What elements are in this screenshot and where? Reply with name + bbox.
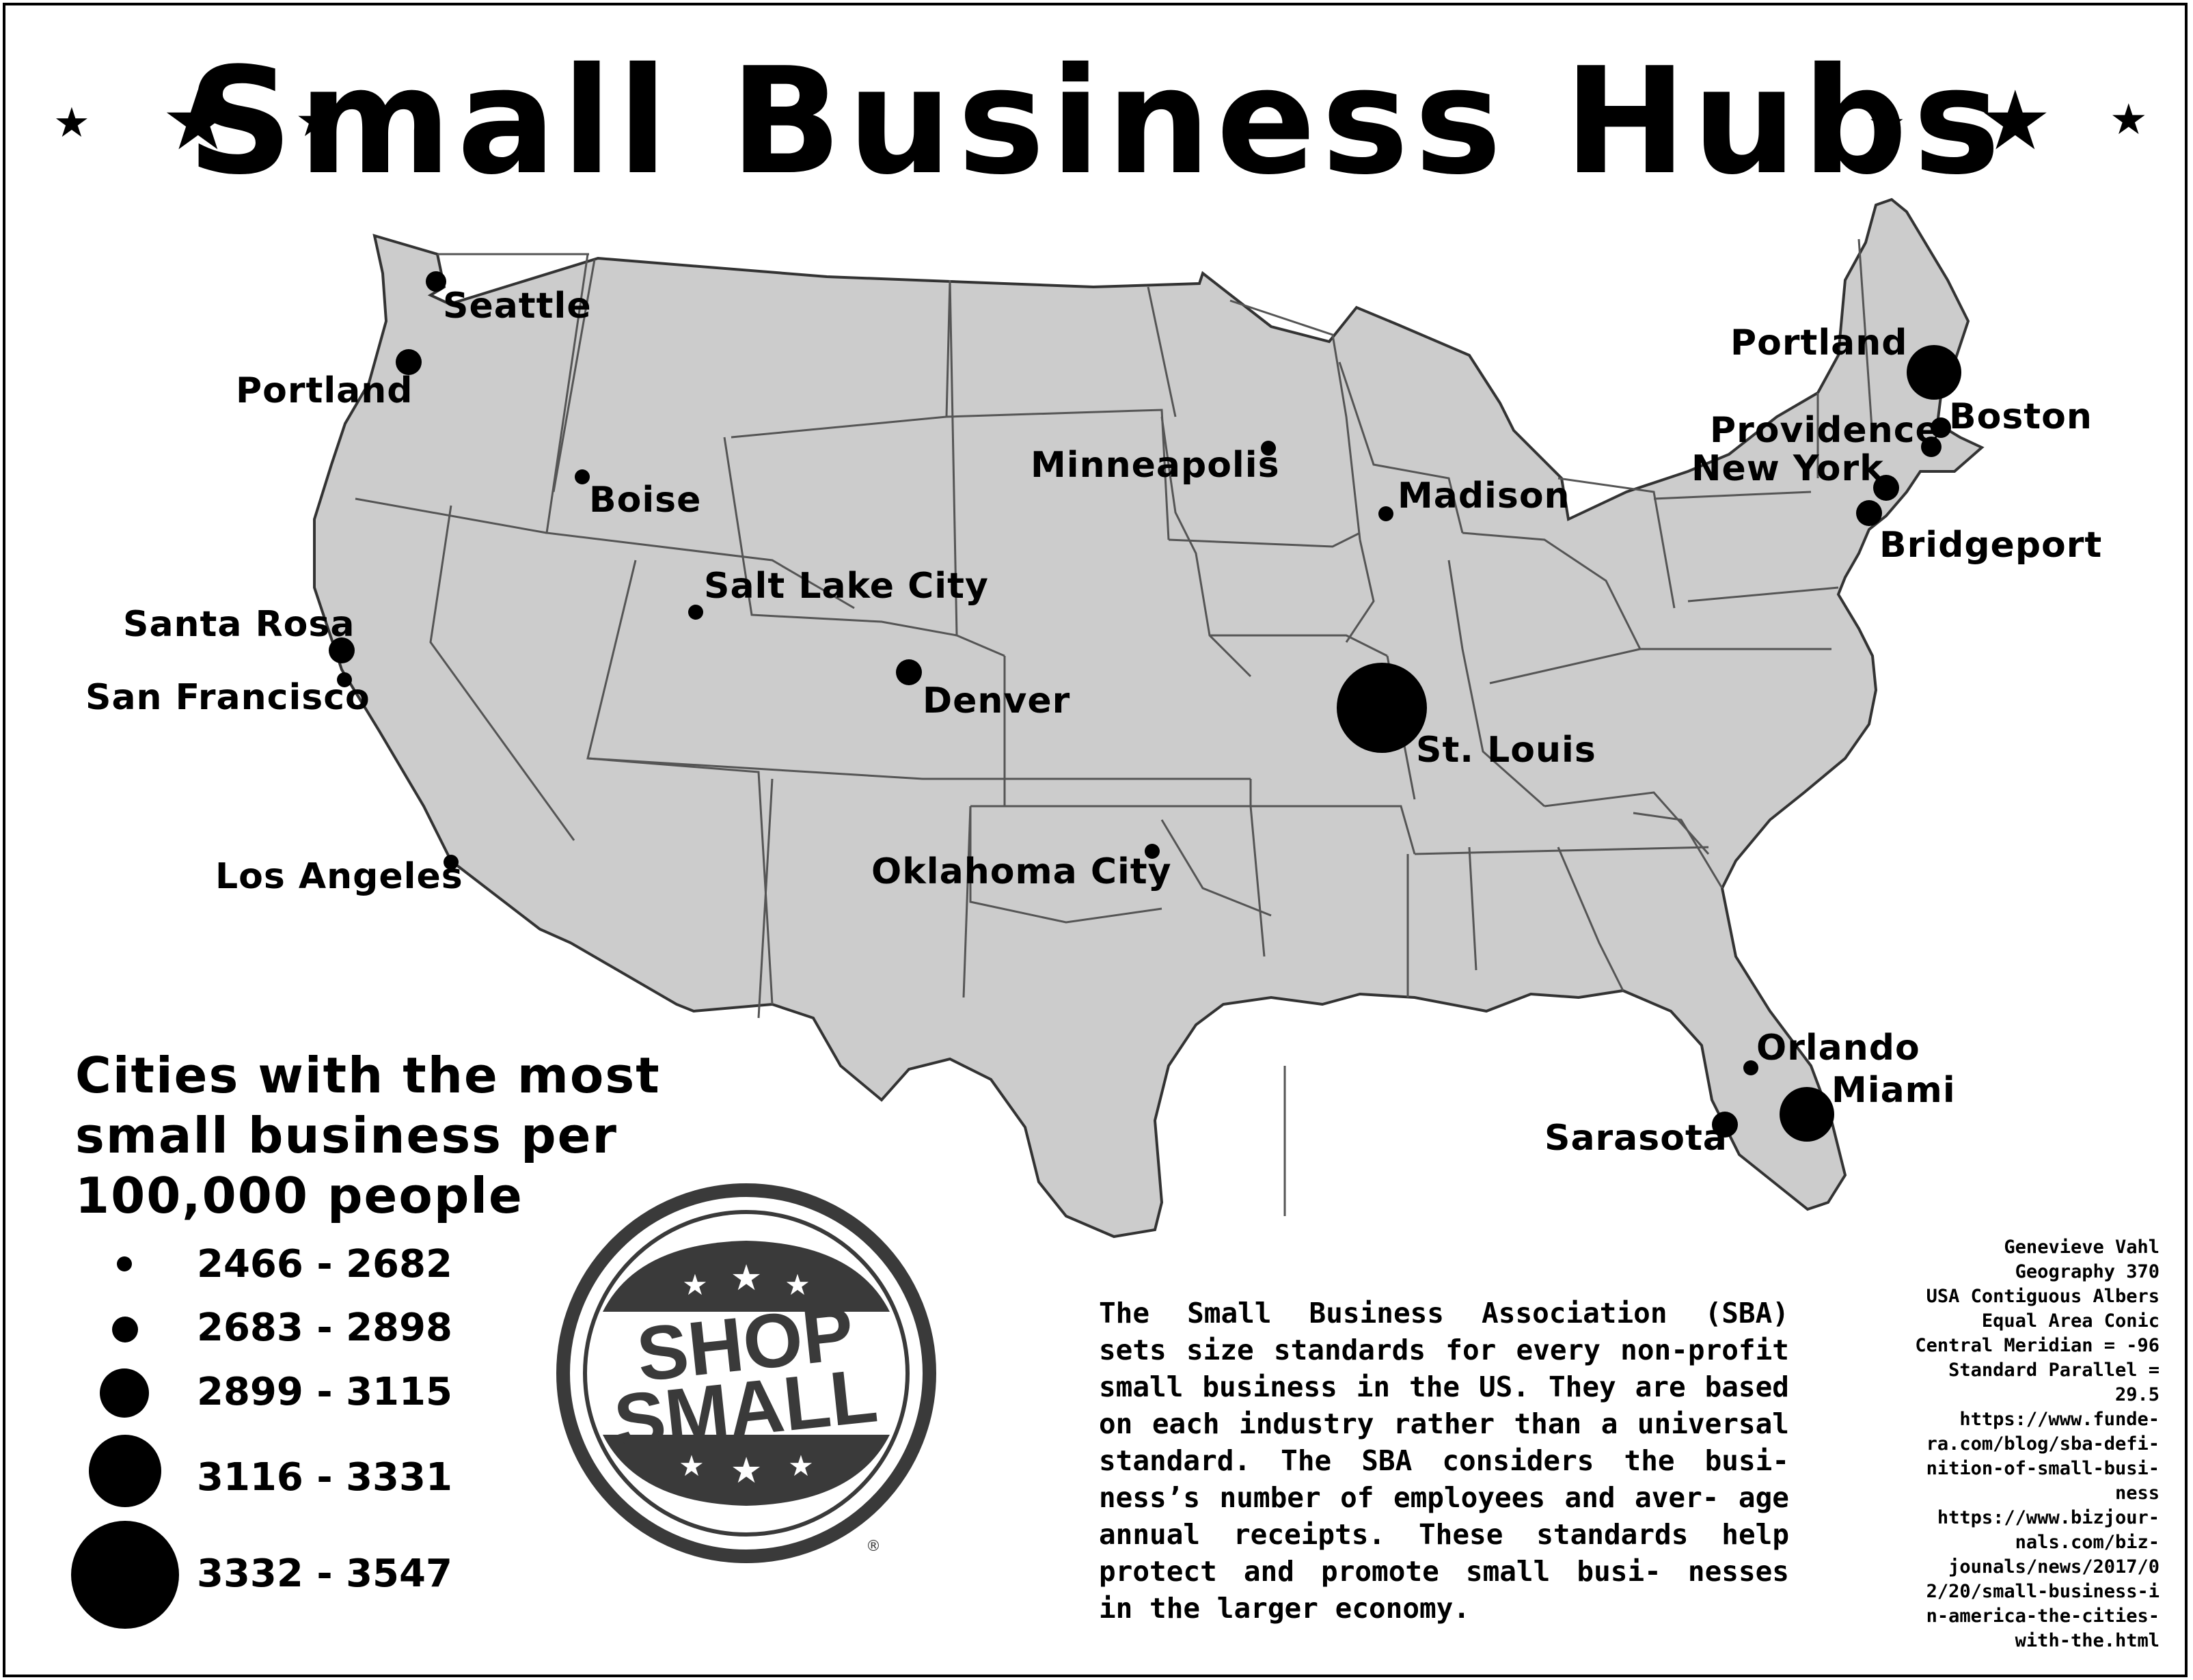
city-marker bbox=[1145, 844, 1160, 859]
page-frame bbox=[3, 3, 2188, 1677]
credit-line: ra.com/blog/sba-defi- bbox=[1926, 1433, 2160, 1455]
star-icon: ★ bbox=[731, 1258, 763, 1299]
city-label-miami: Miami bbox=[1831, 1070, 1956, 1111]
city-marker bbox=[1921, 437, 1942, 457]
credit-line: Central Meridian = -96 bbox=[1915, 1335, 2160, 1356]
credit-line: with-the.html bbox=[2015, 1630, 2160, 1651]
city-label-boston: Boston bbox=[1949, 396, 2093, 437]
city-label-providence: Providence bbox=[1710, 410, 1940, 451]
star-icon: ★ bbox=[682, 1268, 708, 1302]
city-label-oklahoma-city: Oklahoma City bbox=[871, 851, 1172, 892]
city-marker bbox=[1931, 417, 1951, 438]
legend-title: Cities with the most small business per … bbox=[75, 1045, 690, 1226]
city-label-portland-me: Portland bbox=[1730, 322, 1908, 363]
city-marker bbox=[1780, 1087, 1834, 1142]
credit-line: Geography 370 bbox=[2015, 1261, 2160, 1282]
credit-line: ness bbox=[2114, 1483, 2160, 1504]
legend-title-line: Cities with the most bbox=[75, 1047, 661, 1104]
credit-line: 29.5 bbox=[2114, 1384, 2160, 1405]
city-marker bbox=[1261, 441, 1276, 456]
city-label-seattle: Seattle bbox=[443, 286, 592, 327]
star-icon: ★ bbox=[53, 99, 90, 147]
star-icon: ★ bbox=[161, 74, 235, 169]
credit-line: USA Contiguous Albers bbox=[1926, 1286, 2160, 1307]
city-marker bbox=[337, 672, 352, 687]
badge-bottom-band bbox=[603, 1435, 890, 1506]
credit-line: https://www.bizjour- bbox=[1937, 1507, 2160, 1528]
legend-label-1: 2466 - 2682 bbox=[197, 1242, 452, 1286]
legend-symbol-4 bbox=[89, 1435, 161, 1507]
city-marker bbox=[426, 271, 446, 292]
city-marker bbox=[896, 659, 922, 685]
city-marker bbox=[444, 855, 459, 870]
city-marker bbox=[329, 637, 355, 663]
city-label-salt-lake-city: Salt Lake City bbox=[704, 566, 989, 607]
star-icon: ★ bbox=[2110, 94, 2148, 144]
legend-label-2: 2683 - 2898 bbox=[197, 1306, 452, 1350]
page-title: Small Business Hubs bbox=[187, 36, 2006, 207]
legend-title-line: 100,000 people bbox=[75, 1167, 523, 1224]
city-label-new-york: New York bbox=[1691, 448, 1884, 489]
city-label-denver: Denver bbox=[923, 680, 1071, 721]
badge-registered-mark: ® bbox=[866, 1538, 881, 1555]
shop-small-badge: ★ ★ ★ ★ ★ ★ SHOP SMALL ® bbox=[556, 1183, 936, 1563]
star-icon: ★ bbox=[1978, 74, 2052, 169]
star-icon: ★ bbox=[731, 1450, 763, 1491]
city-label-minneapolis: Minneapolis bbox=[1031, 445, 1280, 486]
city-label-boise: Boise bbox=[589, 480, 702, 521]
credit-line: nals.com/biz- bbox=[2015, 1532, 2160, 1553]
city-marker bbox=[1907, 345, 1961, 400]
credit-line: https://www.funde- bbox=[1959, 1409, 2160, 1430]
credit-line: Standard Parallel = bbox=[1948, 1360, 2160, 1381]
city-label-bridgeport: Bridgeport bbox=[1879, 525, 2103, 566]
star-icon: ★ bbox=[785, 1268, 811, 1302]
credit-line: jounals/news/2017/0 bbox=[1948, 1556, 2160, 1578]
city-marker bbox=[575, 469, 590, 484]
legend-symbol-2 bbox=[112, 1317, 138, 1342]
star-icon: ★ bbox=[1868, 98, 1906, 148]
description-paragraph: The Small Business Association (SBA) set… bbox=[1099, 1297, 1789, 1625]
legend-title-line: small business per bbox=[75, 1107, 618, 1164]
legend-label-4: 3116 - 3331 bbox=[197, 1455, 452, 1500]
credit-line: Genevieve Vahl bbox=[2004, 1237, 2160, 1258]
city-marker bbox=[1743, 1060, 1758, 1075]
city-label-orlando: Orlando bbox=[1756, 1028, 1920, 1069]
credit-line: n-america-the-cities- bbox=[1926, 1606, 2160, 1627]
credit-line: nition-of-small-busi- bbox=[1926, 1458, 2160, 1479]
city-label-santa-rosa: Santa Rosa bbox=[123, 604, 355, 645]
legend-symbol-1 bbox=[117, 1256, 132, 1271]
city-label-st-louis: St. Louis bbox=[1416, 730, 1596, 771]
state-borders bbox=[355, 238, 1874, 1216]
city-marker bbox=[1337, 663, 1427, 753]
city-marker bbox=[688, 605, 703, 620]
city-marker bbox=[1378, 506, 1393, 521]
map-credits: Genevieve Vahl Geography 370 USA Contigu… bbox=[1845, 1235, 2160, 1653]
legend-label-3: 2899 - 3115 bbox=[197, 1370, 452, 1414]
legend-symbol-5 bbox=[71, 1521, 179, 1629]
city-label-los-angeles: Los Angeles bbox=[215, 856, 463, 897]
badge-top-band bbox=[603, 1241, 890, 1312]
city-marker bbox=[396, 349, 422, 375]
city-label-sarasota: Sarasota bbox=[1544, 1118, 1728, 1159]
city-label-madison: Madison bbox=[1398, 476, 1570, 517]
city-marker bbox=[1856, 500, 1882, 526]
star-icon: ★ bbox=[679, 1449, 705, 1483]
city-label-portland-or: Portland bbox=[236, 370, 413, 411]
credit-line: 2/20/small-business-i bbox=[1926, 1581, 2160, 1602]
city-marker bbox=[1712, 1112, 1738, 1138]
legend-symbol-3 bbox=[100, 1368, 149, 1418]
city-marker bbox=[1873, 475, 1899, 501]
credit-line: Equal Area Conic bbox=[1981, 1310, 2160, 1332]
star-icon: ★ bbox=[295, 94, 336, 147]
city-label-san-francisco: San Francisco bbox=[85, 677, 370, 718]
legend-label-5: 3332 - 3547 bbox=[197, 1552, 452, 1596]
star-icon: ★ bbox=[788, 1449, 814, 1483]
